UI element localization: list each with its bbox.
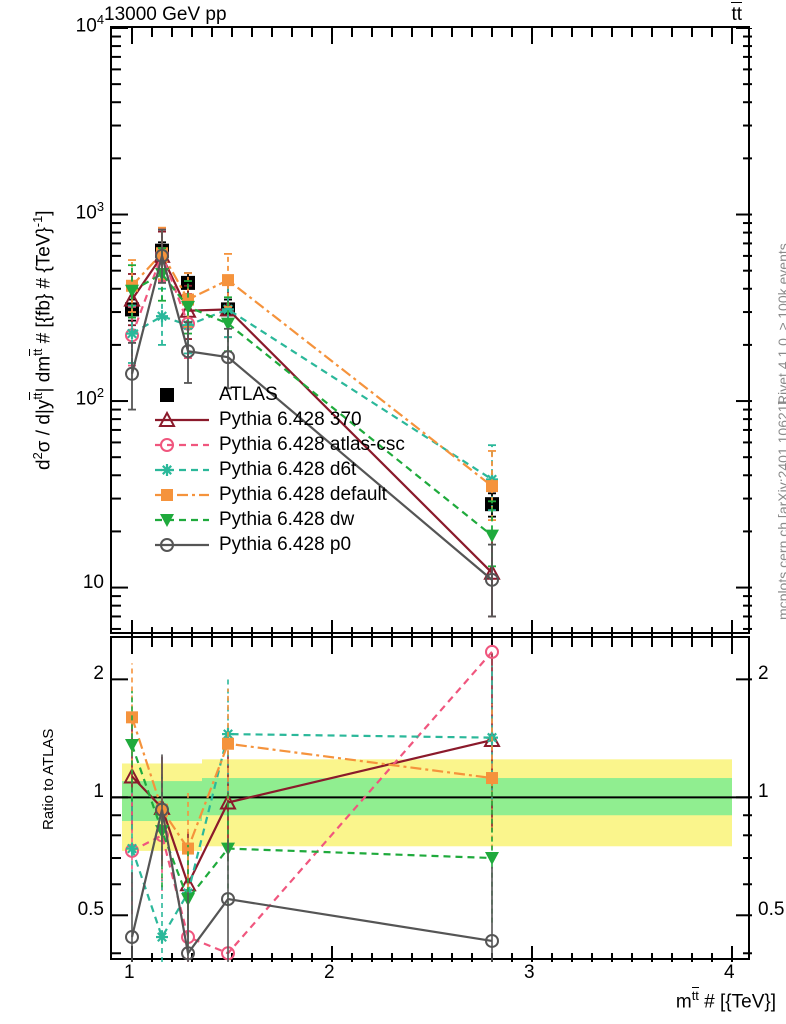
legend: ATLAS Pythia 6.428 370 Pythia 6.428 atlas-… xyxy=(155,382,405,557)
x-axis-label: m tt # [{TeV}] xyxy=(675,986,776,1013)
y-tick-main-10000: 104 xyxy=(75,12,104,37)
legend-swatch-p0 xyxy=(155,537,209,552)
y-tick-ratio-right-0.5: 0.5 xyxy=(758,899,785,921)
ratio-plot-panel xyxy=(110,636,752,962)
legend-item-pythia-6-428-d6t[interactable]: Pythia 6.428 d6t xyxy=(155,457,405,482)
x-tick-2: 2 xyxy=(324,962,335,983)
legend-swatch-default xyxy=(155,488,209,501)
rivet-version-label: Rivet 4.1.0, ≥ 100k events xyxy=(775,243,786,405)
legend-swatch-p370 xyxy=(155,410,209,427)
x-tick-3: 3 xyxy=(524,962,535,983)
legend-label: ATLAS xyxy=(219,383,278,405)
legend-item-pythia-6-428-p0[interactable]: Pythia 6.428 p0 xyxy=(155,532,405,557)
legend-swatch-atlas xyxy=(160,387,174,402)
y-tick-main-100: 102 xyxy=(75,385,104,410)
y-tick-main-1000: 103 xyxy=(75,198,104,223)
main-plot-panel xyxy=(110,26,752,636)
y-tick-ratio-right-1: 1 xyxy=(758,781,769,803)
x-tick-4: 4 xyxy=(724,962,735,983)
legend-swatch-d6t xyxy=(155,463,209,476)
process-label: tt xyxy=(731,2,742,25)
legend-label: Pythia 6.428 atlas-csc xyxy=(219,433,405,455)
main-plot-canvas xyxy=(112,28,752,636)
y-axis-label-main: d2σ / d|y tt| dm tt # [{fb} # {TeV}-1] xyxy=(28,210,55,470)
legend-label: Pythia 6.428 default xyxy=(219,483,387,505)
legend-label: Pythia 6.428 d6t xyxy=(219,458,357,480)
mcplots-source-label: mcplots.cern.ch [arXiv:2401.10621] xyxy=(775,400,786,620)
y-tick-ratio-left-1: 1 xyxy=(93,781,104,803)
ratio-plot-canvas xyxy=(112,638,752,962)
legend-label: Pythia 6.428 p0 xyxy=(219,533,352,555)
beam-energy-label: 13000 GeV pp xyxy=(104,4,227,25)
y-tick-main-10: 10 xyxy=(82,571,104,593)
legend-item-atlas[interactable]: ATLAS xyxy=(155,382,405,407)
legend-item-pythia-6-428-dw[interactable]: Pythia 6.428 dw xyxy=(155,507,405,532)
y-axis-label-ratio: Ratio to ATLAS xyxy=(40,728,57,830)
x-tick-1: 1 xyxy=(124,962,135,983)
y-tick-ratio-left-0.5: 0.5 xyxy=(77,899,104,921)
legend-item-pythia-6-428-default[interactable]: Pythia 6.428 default xyxy=(155,482,405,507)
legend-swatch-dw xyxy=(155,513,209,527)
legend-item-pythia-6-428-370[interactable]: Pythia 6.428 370 xyxy=(155,407,405,432)
y-tick-ratio-left-2: 2 xyxy=(93,663,104,685)
legend-label: Pythia 6.428 370 xyxy=(219,408,362,430)
legend-swatch-atlas_csc xyxy=(155,437,209,452)
legend-label: Pythia 6.428 dw xyxy=(219,508,355,530)
y-tick-ratio-right-2: 2 xyxy=(758,663,769,685)
legend-item-pythia-6-428-atlas-csc[interactable]: Pythia 6.428 atlas-csc xyxy=(155,432,405,457)
